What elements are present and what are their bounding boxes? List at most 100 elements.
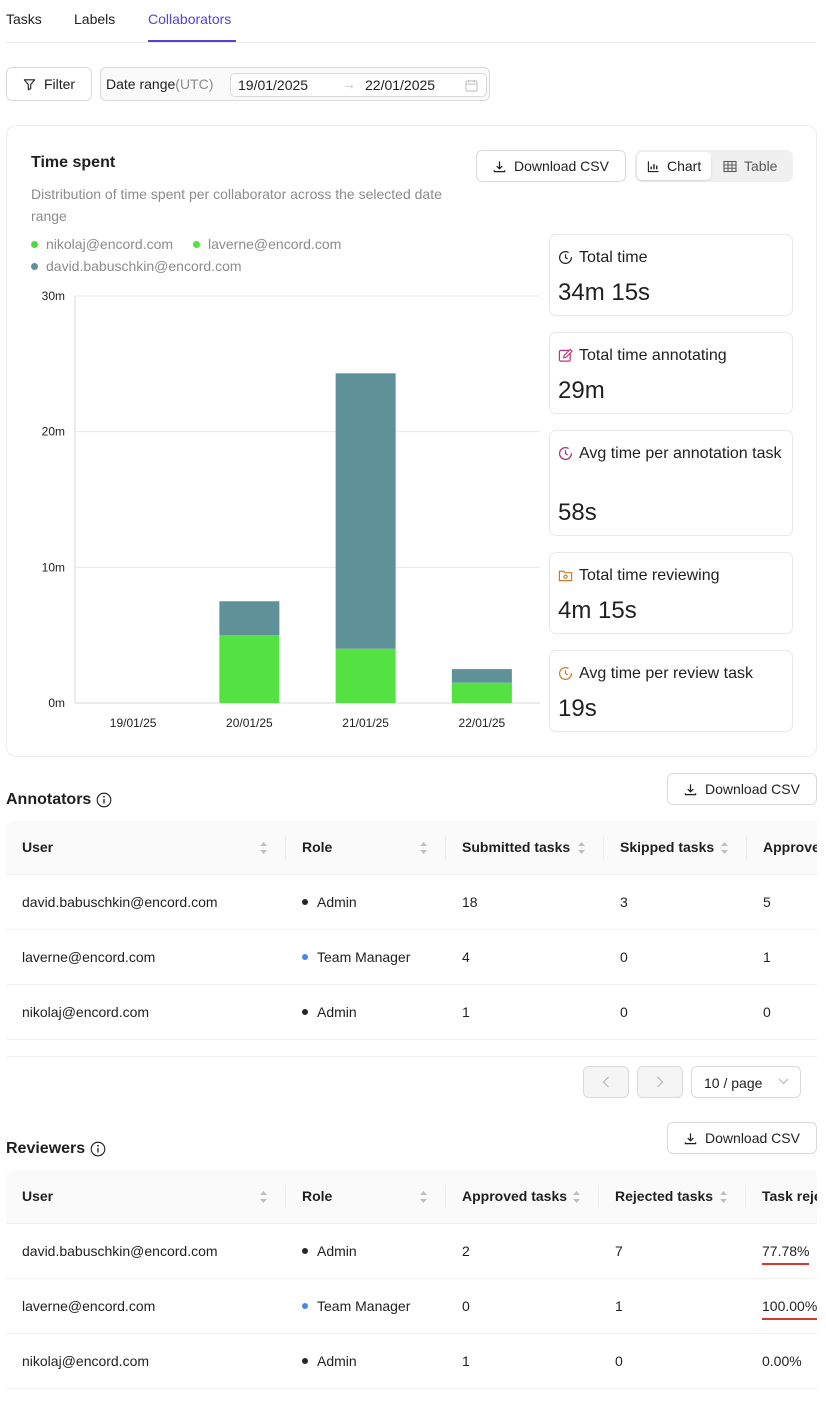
table-row[interactable]: david.babuschkin@encord.com Admin 18 3 5 (6, 875, 817, 930)
date-from-input[interactable]: 19/01/2025 (238, 77, 309, 93)
calendar-icon (465, 79, 478, 92)
x-tick-label: 21/01/25 (342, 716, 389, 730)
clock-icon (558, 446, 573, 461)
info-icon[interactable] (96, 792, 112, 808)
column-header-approved[interactable]: Approved tasks (462, 1188, 568, 1204)
active-tab-indicator (148, 40, 236, 42)
legend-label: laverne@encord.com (208, 236, 342, 252)
time-spent-card: Time spent Distribution of time spent pe… (6, 125, 817, 757)
sort-icon[interactable] (259, 1190, 268, 1204)
stat-label: Total time reviewing (579, 567, 720, 584)
column-header-approved[interactable]: Approve (763, 839, 817, 855)
tab-collaborators[interactable]: Collaborators (148, 11, 232, 27)
sort-icon[interactable] (419, 1190, 428, 1204)
cell-rejection-rate: 0.00% (762, 1353, 802, 1369)
reviewers-title-text: Reviewers (6, 1140, 86, 1157)
legend-item[interactable]: nikolaj@encord.com (31, 236, 173, 252)
column-header-user[interactable]: User (22, 1188, 54, 1204)
table-row[interactable]: laverne@encord.com Team Manager 4 0 1 (6, 930, 817, 985)
annotators-title-text: Annotators (6, 791, 92, 808)
cell-skipped: 0 (620, 949, 628, 965)
cell-skipped: 0 (620, 1004, 628, 1020)
prev-page-button[interactable] (583, 1066, 629, 1098)
annotators-table: User Role Submitted tasks Skipped tasks … (6, 821, 817, 1057)
table-footer-divider (6, 1056, 817, 1057)
tab-labels[interactable]: Labels (74, 11, 116, 27)
reviewers-download-csv-button[interactable]: Download CSV (667, 1122, 817, 1154)
cell-user: david.babuschkin@encord.com (22, 1243, 218, 1259)
table-header: User Role Approved tasks Rejected tasks … (6, 1170, 817, 1224)
view-chart-button[interactable]: Chart (637, 152, 712, 180)
column-header-rejection-rate[interactable]: Task reje (762, 1188, 817, 1204)
column-header-skipped[interactable]: Skipped tasks (620, 839, 715, 855)
legend-swatch (31, 262, 38, 270)
cell-role: Team Manager (302, 949, 410, 965)
sort-icon[interactable] (419, 841, 428, 855)
bar-segment (335, 648, 396, 703)
column-header-submitted[interactable]: Submitted tasks (462, 839, 571, 855)
legend-label: david.babuschkin@encord.com (46, 258, 242, 274)
view-table-button[interactable]: Table (713, 152, 787, 180)
cell-role: Admin (302, 1353, 357, 1369)
cell-role: Team Manager (302, 1298, 410, 1314)
tab-tasks[interactable]: Tasks (6, 11, 42, 27)
next-page-button[interactable] (637, 1066, 683, 1098)
time-spent-bar-chart: 0m 10m 20m 30m 19/01/25 20/01/25 21/01/25 22/01… (42, 289, 540, 730)
x-tick-label: 19/01/25 (110, 716, 157, 730)
role-label: Admin (317, 1243, 357, 1259)
date-range-label: Date range(UTC) (106, 76, 214, 92)
annotators-title: Annotators (6, 791, 112, 809)
stat-avg-time-annotation: Avg time per annotation task 58s (549, 430, 793, 536)
legend-item[interactable]: laverne@encord.com (193, 236, 341, 252)
sort-icon[interactable] (719, 1190, 728, 1204)
column-divider (745, 1185, 746, 1209)
column-header-role[interactable]: Role (302, 839, 333, 855)
cell-user: david.babuschkin@encord.com (22, 894, 218, 910)
table-row[interactable]: laverne@encord.com Team Manager 0 1 100.… (6, 1279, 817, 1334)
stat-label: Total time annotating (579, 347, 727, 364)
reviewers-table: User Role Approved tasks Rejected tasks … (6, 1170, 817, 1407)
stat-label: Avg time per review task (579, 665, 753, 682)
sort-icon[interactable] (720, 841, 729, 855)
y-tick-label: 0m (48, 696, 65, 710)
column-header-user[interactable]: User (22, 839, 54, 855)
table-row[interactable]: david.babuschkin@encord.com Admin 2 7 77… (6, 1224, 817, 1279)
y-tick-label: 30m (42, 289, 65, 303)
table-row[interactable]: nikolaj@encord.com Admin 1 0 0.00% (6, 1334, 817, 1389)
cell-submitted: 1 (462, 1004, 470, 1020)
folder-eye-icon (558, 570, 573, 582)
annotators-download-csv-button[interactable]: Download CSV (667, 773, 817, 805)
column-header-rejected[interactable]: Rejected tasks (615, 1188, 714, 1204)
stat-total-time: Total time 34m 15s (549, 234, 793, 316)
bar-segment (451, 669, 512, 683)
cell-approved: 1 (763, 949, 771, 965)
sort-icon[interactable] (259, 841, 268, 855)
download-icon (684, 1132, 697, 1144)
edit-icon (558, 348, 573, 362)
legend-swatch (193, 240, 200, 248)
legend-item[interactable]: david.babuschkin@encord.com (31, 258, 242, 274)
sort-icon[interactable] (577, 841, 586, 855)
view-chart-label: Chart (667, 158, 702, 174)
info-icon[interactable] (90, 1141, 106, 1157)
table-row[interactable]: nikolaj@encord.com Admin 1 0 0 (6, 985, 817, 1040)
download-csv-button[interactable]: Download CSV (476, 150, 626, 182)
cell-role: Admin (302, 1004, 357, 1020)
column-divider (603, 836, 604, 860)
column-divider (445, 836, 446, 860)
role-dot (302, 954, 308, 960)
page-size-select[interactable]: 10 / page (691, 1066, 801, 1098)
date-range-filter: Date range(UTC) 19/01/2025 → 22/01/2025 (100, 67, 490, 101)
cell-approved: 0 (462, 1298, 470, 1314)
chevron-down-icon (778, 1078, 789, 1085)
column-header-role[interactable]: Role (302, 1188, 333, 1204)
cell-submitted: 18 (462, 894, 478, 910)
sort-icon[interactable] (572, 1190, 581, 1204)
download-csv-label: Download CSV (705, 781, 800, 797)
date-range-picker[interactable]: 19/01/2025 → 22/01/2025 (230, 73, 487, 97)
filter-button[interactable]: Filter (6, 67, 92, 101)
bar-segment (451, 682, 512, 703)
cell-approved: 2 (462, 1243, 470, 1259)
date-to-input[interactable]: 22/01/2025 (365, 77, 436, 93)
stat-total-time-annotating: Total time annotating 29m (549, 332, 793, 414)
